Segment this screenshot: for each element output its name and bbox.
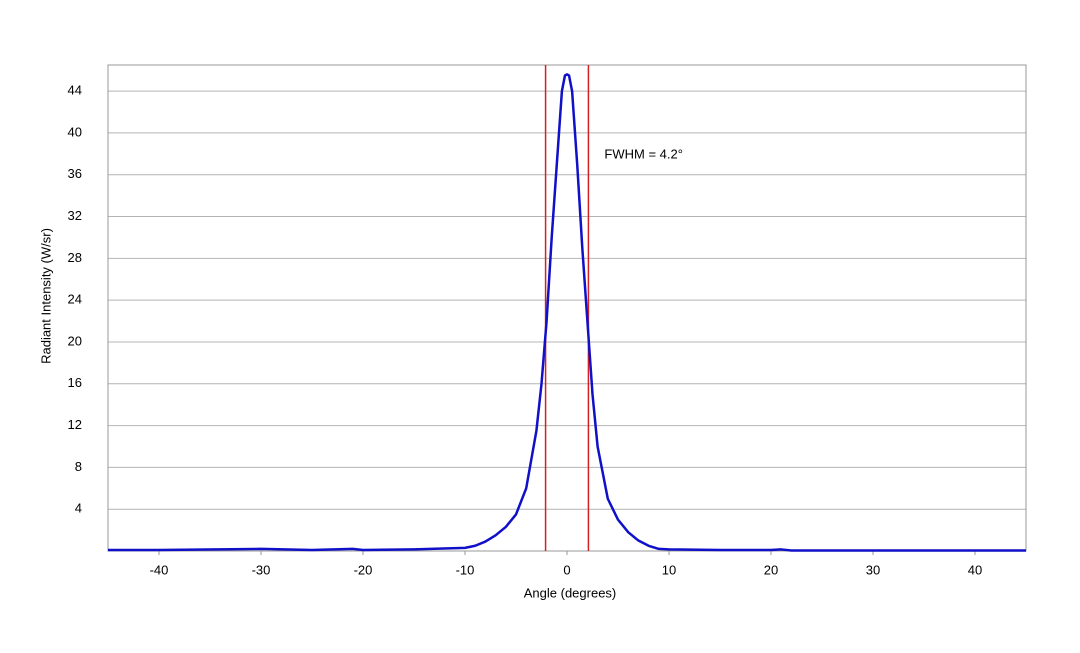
x-tick-label: 0 <box>563 562 570 577</box>
annotation: FWHM = 4.2° <box>604 146 683 161</box>
y-tick-label: 16 <box>68 375 82 390</box>
x-axis-label: Angle (degrees) <box>524 585 617 600</box>
x-tick-label: 10 <box>662 562 676 577</box>
y-tick-label: 12 <box>68 417 82 432</box>
x-tick-label: 20 <box>764 562 778 577</box>
y-tick-label: 8 <box>75 459 82 474</box>
x-tick-label: -40 <box>150 562 169 577</box>
series-line <box>108 73 1026 552</box>
y-tick-label: 32 <box>68 208 82 223</box>
y-tick-label: 40 <box>68 124 82 139</box>
x-tick-label: -10 <box>456 562 475 577</box>
y-tick-label: 44 <box>68 83 82 98</box>
y-tick-label: 24 <box>68 292 82 307</box>
x-tick-label: 40 <box>968 562 982 577</box>
x-tick-label: 30 <box>866 562 880 577</box>
y-tick-label: 4 <box>75 501 82 516</box>
x-tick-label: -20 <box>354 562 373 577</box>
y-tick-label: 36 <box>68 166 82 181</box>
y-axis-label: Radiant Intensity (W/sr) <box>38 228 53 364</box>
y-tick-label: 20 <box>68 333 82 348</box>
x-tick-label: -30 <box>252 562 271 577</box>
y-tick-label: 28 <box>68 250 82 265</box>
